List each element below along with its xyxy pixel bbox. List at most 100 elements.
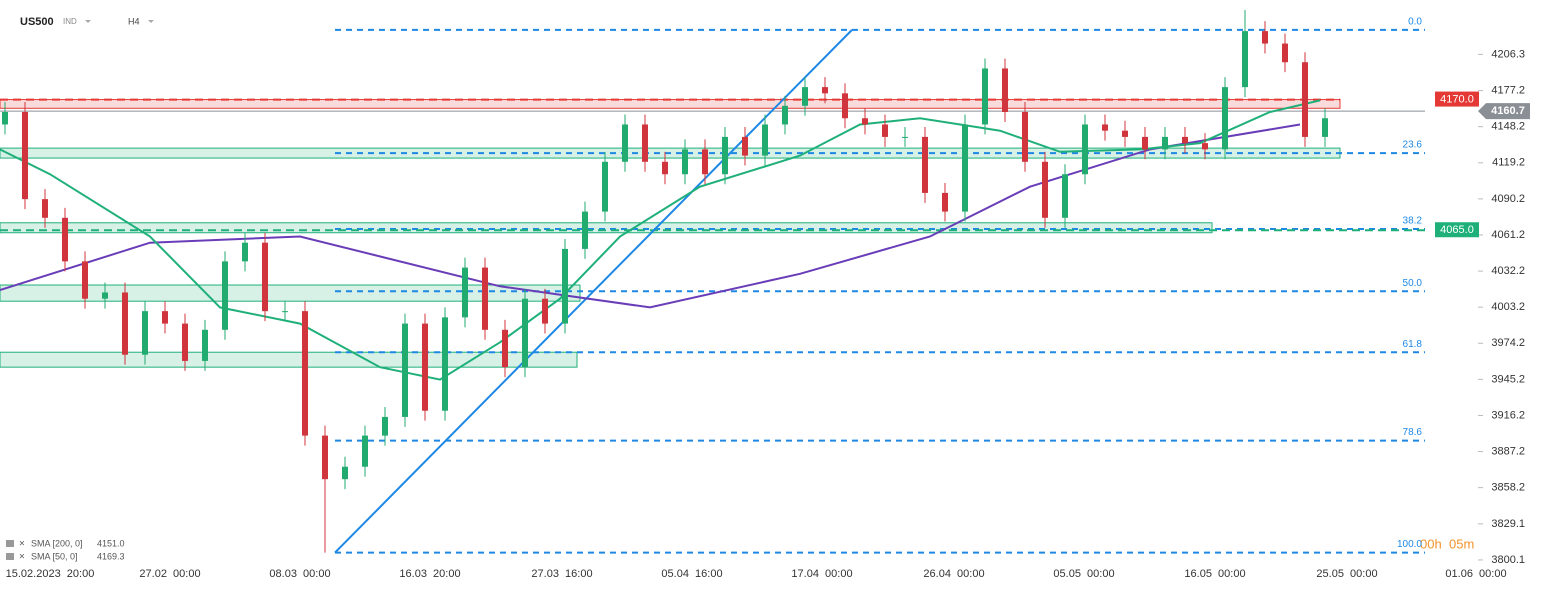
y-tick-label: 3945.2 (1491, 373, 1525, 385)
candle-body (302, 311, 308, 436)
candle-body (1002, 68, 1008, 113)
candle-body (202, 329, 208, 361)
candle-body (862, 118, 868, 125)
legend-value: 4169.3 (97, 551, 125, 561)
fib-label: 61.8 (1403, 339, 1423, 350)
candle-body (142, 311, 148, 355)
candle-body (522, 298, 528, 368)
legend-icon (6, 553, 14, 560)
dropdown-icon[interactable] (85, 20, 91, 23)
candle-body (1282, 43, 1288, 63)
candle-body (1142, 136, 1148, 150)
candle-body (502, 329, 508, 368)
candle-body (822, 87, 828, 94)
countdown-minutes: 05m (1449, 536, 1474, 551)
fib-label: 50.0 (1403, 278, 1423, 289)
candle-body (1102, 124, 1108, 131)
candle-body (682, 149, 688, 175)
candle-body (1122, 130, 1128, 137)
axis-panel (1430, 0, 1546, 590)
countdown-hours: 00h (1420, 536, 1442, 551)
market[interactable]: IND (63, 17, 77, 26)
candle-body (762, 124, 768, 156)
price-label: 4160.7 (1491, 105, 1525, 117)
legend-icon (6, 540, 14, 547)
price-label: 4170.0 (1440, 93, 1474, 105)
y-tick-label: 4032.2 (1491, 265, 1525, 277)
candle-body (662, 161, 668, 175)
zone (0, 222, 1213, 234)
candle-body (902, 136, 908, 138)
x-tick-label: 26.04 00:00 (923, 568, 984, 580)
y-tick-label: 4177.2 (1491, 85, 1525, 97)
fib-label: 78.6 (1403, 427, 1423, 438)
candle-body (482, 267, 488, 330)
legend-close: × (19, 539, 25, 550)
x-tick-label: 25.05 00:00 (1316, 568, 1377, 580)
trendline (334, 29, 853, 554)
candle-body (1022, 112, 1028, 162)
fib-label: 23.6 (1403, 140, 1423, 151)
candle-body (1242, 31, 1248, 88)
legend-close: × (19, 552, 25, 563)
candle-body (1042, 161, 1048, 218)
price-label: 4065.0 (1440, 224, 1474, 236)
candle-body (982, 68, 988, 125)
y-tick-label: 3974.2 (1491, 337, 1525, 349)
candle-body (62, 217, 68, 262)
x-tick-label: 27.02 00:00 (139, 568, 200, 580)
y-tick-label: 3829.1 (1491, 518, 1525, 530)
candle-body (622, 124, 628, 162)
candle-body (182, 323, 188, 361)
candle-body (322, 435, 328, 480)
y-tick-label: 4119.2 (1492, 157, 1525, 169)
candle-body (922, 136, 928, 193)
candle-body (222, 261, 228, 330)
candle-body (542, 298, 548, 324)
y-tick-label: 4206.3 (1491, 48, 1525, 60)
candle-body (722, 136, 728, 175)
fib-label: 38.2 (1403, 216, 1423, 227)
interval[interactable]: H4 (128, 16, 140, 26)
y-tick-label: 4003.2 (1491, 301, 1525, 313)
legend-name: SMA [200, 0] (31, 538, 83, 548)
candle-body (842, 93, 848, 119)
candle-body (1222, 87, 1228, 150)
candle-body (282, 311, 288, 313)
zone (0, 284, 581, 302)
y-tick-label: 4061.2 (1491, 229, 1525, 241)
candle-body (562, 248, 568, 324)
x-tick-label: 17.04 00:00 (791, 568, 852, 580)
candle-body (642, 124, 648, 162)
candle-body (22, 112, 28, 200)
candle-body (962, 124, 968, 212)
candle-body (442, 317, 448, 411)
candle-body (942, 192, 948, 212)
candle-body (1182, 136, 1188, 144)
sma-line (0, 123, 1301, 309)
zone (0, 99, 1341, 109)
y-tick-label: 3916.2 (1491, 409, 1525, 421)
candle-body (462, 267, 468, 318)
zone (0, 351, 578, 368)
price-tag (1435, 222, 1479, 238)
candle-body (422, 323, 428, 411)
candle-body (362, 435, 368, 467)
candle-body (882, 124, 888, 137)
price-tag (1478, 103, 1530, 120)
candle-body (2, 112, 8, 125)
fib-label: 100.0 (1397, 539, 1422, 550)
candle-body (402, 323, 408, 417)
candle-body (242, 242, 248, 262)
candle-body (1062, 174, 1068, 218)
sma-line (0, 99, 1321, 381)
x-tick-label: 05.05 00:00 (1053, 568, 1114, 580)
dropdown-icon[interactable] (148, 20, 154, 23)
fib-label: 0.0 (1408, 17, 1422, 28)
symbol: US500 (20, 16, 54, 28)
y-tick-label: 3858.2 (1491, 482, 1525, 494)
legend-value: 4151.0 (97, 538, 125, 548)
candle-body (122, 292, 128, 355)
candle-body (342, 466, 348, 480)
